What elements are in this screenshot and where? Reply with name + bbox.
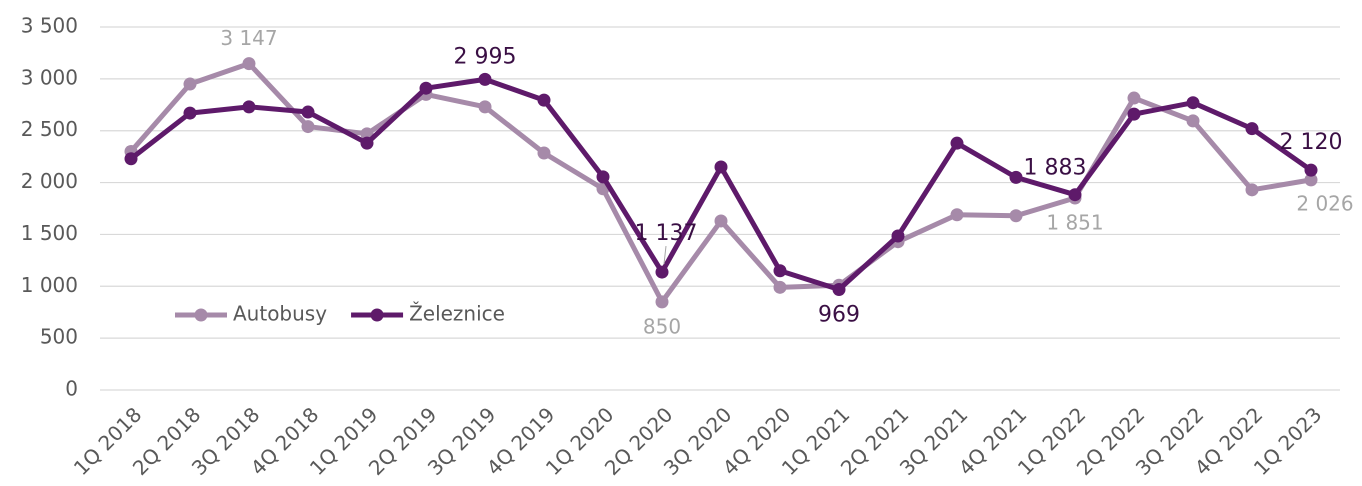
y-tick-label: 0	[65, 377, 78, 401]
data-label: 2 995	[454, 44, 517, 69]
data-point	[183, 77, 197, 91]
y-tick-label: 3 500	[21, 14, 78, 38]
data-point	[596, 170, 610, 184]
legend-label: Železnice	[409, 302, 505, 326]
data-point	[419, 81, 433, 95]
data-label: 1 137	[635, 221, 698, 246]
data-point	[891, 229, 905, 243]
legend: Autobusy Železnice	[175, 302, 505, 326]
data-point	[1127, 107, 1141, 121]
data-point	[714, 160, 728, 174]
data-label: 1 851	[1046, 211, 1103, 235]
data-point	[1304, 173, 1318, 187]
data-label: 1 883	[1024, 156, 1087, 181]
data-point	[832, 283, 846, 297]
data-point	[714, 214, 728, 228]
series	[124, 57, 1318, 309]
data-point	[537, 93, 551, 107]
data-label: 2 026	[1296, 191, 1353, 215]
data-point	[301, 120, 315, 134]
data-point	[478, 72, 492, 86]
data-point	[950, 208, 964, 222]
y-tick-label: 2 500	[21, 117, 78, 141]
y-tick-label: 1 000	[21, 273, 78, 297]
y-tick-label: 2 000	[21, 169, 78, 193]
legend-label: Autobusy	[233, 302, 327, 326]
data-point	[773, 264, 787, 278]
data-label: 2 120	[1280, 130, 1343, 155]
data-point	[1009, 209, 1023, 223]
data-point	[478, 100, 492, 114]
data-point	[1127, 91, 1141, 105]
y-tick-label: 3 000	[21, 65, 78, 89]
data-point	[950, 136, 964, 150]
data-label: 850	[643, 314, 681, 338]
series	[124, 72, 1318, 297]
leader-line	[663, 246, 667, 265]
data-point	[183, 106, 197, 120]
data-point	[1186, 114, 1200, 128]
data-point	[655, 295, 669, 309]
data-point	[655, 265, 669, 279]
data-point	[537, 146, 551, 160]
legend-marker	[370, 308, 384, 322]
data-point	[773, 280, 787, 294]
y-tick-label: 1 500	[21, 221, 78, 245]
data-point	[124, 152, 138, 166]
y-tick-label: 500	[40, 325, 78, 349]
data-point	[1245, 183, 1259, 197]
data-point	[1304, 163, 1318, 177]
data-point	[1009, 170, 1023, 184]
data-point	[301, 105, 315, 119]
data-point	[242, 100, 256, 114]
data-point	[1186, 96, 1200, 110]
legend-marker	[194, 308, 208, 322]
data-point	[1245, 122, 1259, 136]
data-point	[242, 57, 256, 71]
data-label: 3 147	[220, 26, 277, 50]
data-point	[360, 136, 374, 150]
data-label: 969	[818, 303, 860, 328]
data-point	[1068, 188, 1082, 202]
